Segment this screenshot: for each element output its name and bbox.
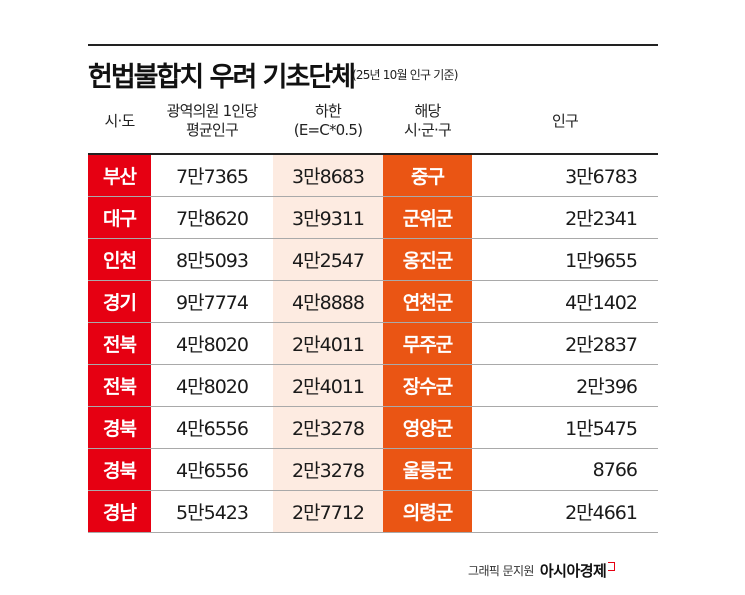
lower-limit-cell: 2만3278: [273, 407, 383, 448]
avg-pop-cell: 8만5093: [151, 239, 273, 280]
column-header-avg-pop: 광역의원 1인당 평균인구: [151, 98, 273, 144]
lower-limit-cell: 3만8683: [273, 155, 383, 196]
table-row: 경남 5만5423 2만7712 의령군 2만4661: [88, 491, 658, 533]
province-cell: 경북: [88, 449, 151, 490]
province-cell: 부산: [88, 155, 151, 196]
column-header-line: 인구: [551, 111, 579, 130]
column-header-lower-limit: 하한 (E=C*0.5): [273, 98, 383, 144]
district-cell: 장수군: [383, 365, 472, 406]
table-row: 전북 4만8020 2만4011 무주군 2만2837: [88, 323, 658, 365]
column-header-line: 평균인구: [185, 121, 239, 139]
lower-limit-cell: 2만4011: [273, 365, 383, 406]
table-row: 경북 4만6556 2만3278 울릉군 8766: [88, 449, 658, 491]
province-cell: 대구: [88, 197, 151, 238]
population-cell: 2만2837: [472, 323, 658, 364]
table-row: 경북 4만6556 2만3278 영양군 1만5475: [88, 407, 658, 449]
column-header-line: (E=C*0.5): [293, 121, 363, 139]
table-row: 경기 9만7774 4만8888 연천군 4만1402: [88, 281, 658, 323]
avg-pop-cell: 4만8020: [151, 323, 273, 364]
district-cell: 무주군: [383, 323, 472, 364]
column-header-province: 시·도: [88, 98, 151, 144]
column-header-line: 시·도: [104, 111, 136, 130]
population-cell: 3만6783: [472, 155, 658, 196]
district-cell: 군위군: [383, 197, 472, 238]
table-row: 인천 8만5093 4만2547 옹진군 1만9655: [88, 239, 658, 281]
lower-limit-cell: 2만3278: [273, 449, 383, 490]
brand-logo-text: 아시아경제: [539, 562, 607, 580]
lower-limit-cell: 3만9311: [273, 197, 383, 238]
lower-limit-cell: 4만8888: [273, 281, 383, 322]
column-header-line: 하한: [314, 102, 342, 120]
province-cell: 경북: [88, 407, 151, 448]
province-cell: 전북: [88, 323, 151, 364]
table-row: 전북 4만8020 2만4011 장수군 2만396: [88, 365, 658, 407]
top-rule: [88, 44, 658, 46]
population-cell: 2만2341: [472, 197, 658, 238]
avg-pop-cell: 4만8020: [151, 365, 273, 406]
data-table: 부산 7만7365 3만8683 중구 3만6783 대구 7만8620 3만9…: [88, 153, 658, 533]
population-cell: 2만396: [472, 365, 658, 406]
avg-pop-cell: 7만8620: [151, 197, 273, 238]
province-cell: 전북: [88, 365, 151, 406]
population-cell: 1만5475: [472, 407, 658, 448]
column-header-district: 해당 시·군·구: [383, 98, 472, 144]
column-header-line: 해당: [414, 102, 441, 120]
avg-pop-cell: 4만6556: [151, 449, 273, 490]
population-cell: 4만1402: [472, 281, 658, 322]
district-cell: 울릉군: [383, 449, 472, 490]
page-subtitle: (25년 10월 인구 기준): [352, 68, 458, 82]
district-cell: 중구: [383, 155, 472, 196]
avg-pop-cell: 5만5423: [151, 491, 273, 532]
graphic-credit: 그래픽 문지원: [468, 564, 534, 578]
lower-limit-cell: 2만4011: [273, 323, 383, 364]
province-cell: 인천: [88, 239, 151, 280]
column-header-population: 인구: [472, 98, 658, 144]
column-header-line: 광역의원 1인당: [166, 102, 259, 120]
footer: 그래픽 문지원 아시아경제: [468, 560, 616, 581]
lower-limit-cell: 4만2547: [273, 239, 383, 280]
avg-pop-cell: 9만7774: [151, 281, 273, 322]
district-cell: 연천군: [383, 281, 472, 322]
district-cell: 영양군: [383, 407, 472, 448]
avg-pop-cell: 7만7365: [151, 155, 273, 196]
district-cell: 의령군: [383, 491, 472, 532]
province-cell: 경남: [88, 491, 151, 532]
lower-limit-cell: 2만7712: [273, 491, 383, 532]
page-title: 헌법불합치 우려 기초단체: [88, 62, 356, 93]
population-cell: 1만9655: [472, 239, 658, 280]
avg-pop-cell: 4만6556: [151, 407, 273, 448]
table-row: 대구 7만8620 3만9311 군위군 2만2341: [88, 197, 658, 239]
column-header-line: 시·군·구: [404, 121, 452, 139]
population-cell: 8766: [472, 449, 658, 490]
table-row: 부산 7만7365 3만8683 중구 3만6783: [88, 155, 658, 197]
province-cell: 경기: [88, 281, 151, 322]
population-cell: 2만4661: [472, 491, 658, 532]
brand-mark-icon: [608, 562, 616, 571]
district-cell: 옹진군: [383, 239, 472, 280]
